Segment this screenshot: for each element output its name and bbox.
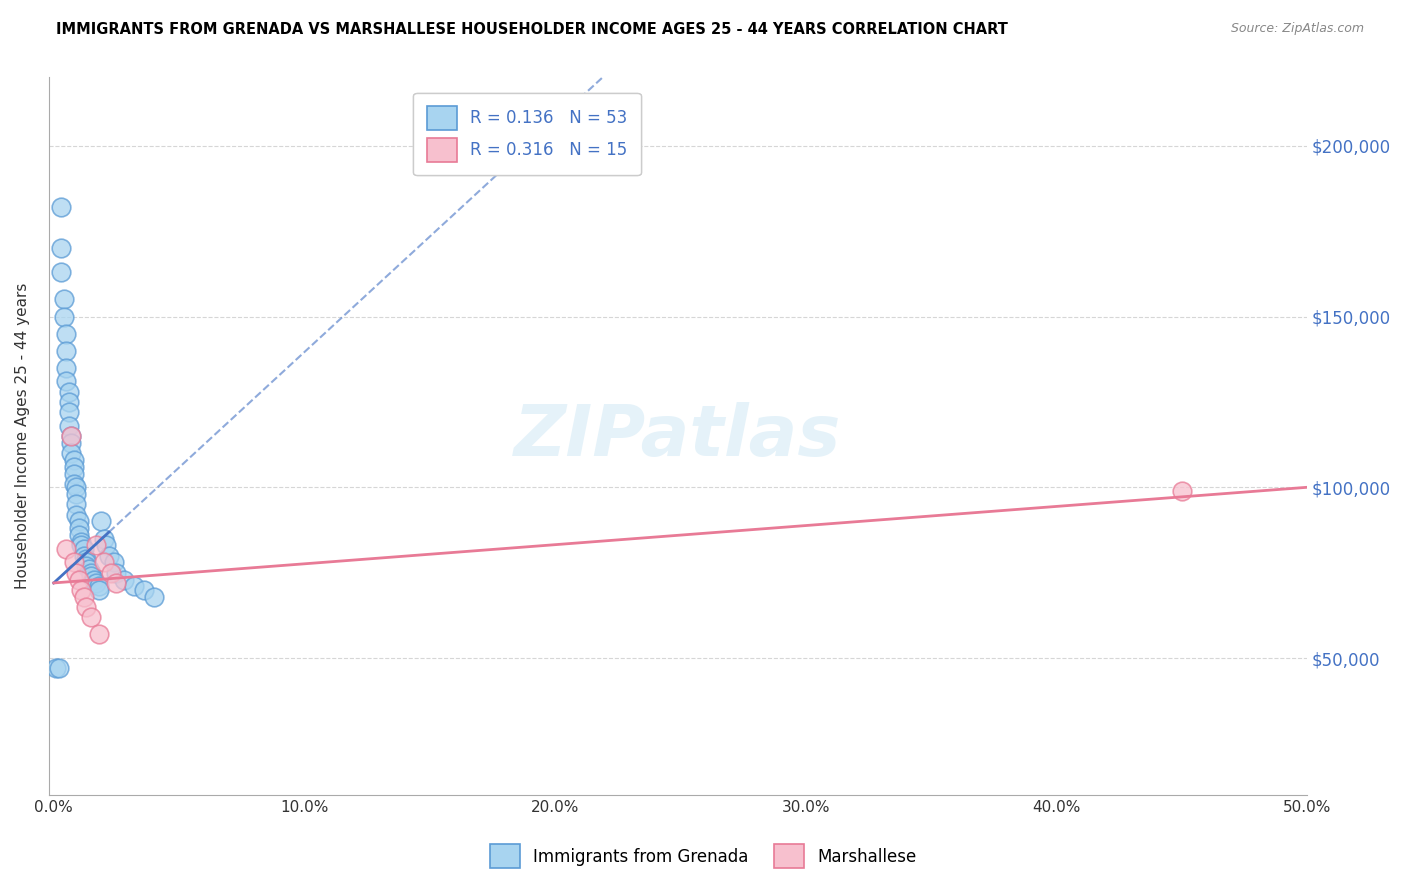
Point	[73, 549, 96, 563]
Point	[1170, 483, 1192, 498]
Point	[45, 661, 67, 675]
Point	[105, 576, 128, 591]
Point	[73, 590, 96, 604]
Point	[67, 515, 90, 529]
Point	[60, 436, 83, 450]
Point	[51, 241, 73, 255]
Point	[48, 661, 70, 675]
Point	[63, 556, 86, 570]
Point	[100, 566, 122, 580]
Point	[67, 573, 90, 587]
Point	[87, 582, 110, 597]
Point	[52, 293, 75, 307]
Point	[122, 579, 145, 593]
Point	[70, 538, 93, 552]
Point	[86, 538, 108, 552]
Point	[75, 599, 97, 614]
Point	[58, 384, 80, 399]
Point	[75, 556, 97, 570]
Point	[63, 453, 86, 467]
Point	[97, 549, 120, 563]
Point	[132, 582, 155, 597]
Point	[83, 573, 105, 587]
Point	[55, 360, 77, 375]
Point	[58, 405, 80, 419]
Point	[90, 515, 112, 529]
Text: IMMIGRANTS FROM GRENADA VS MARSHALLESE HOUSEHOLDER INCOME AGES 25 - 44 YEARS COR: IMMIGRANTS FROM GRENADA VS MARSHALLESE H…	[56, 22, 1008, 37]
Point	[67, 528, 90, 542]
Point	[80, 610, 103, 624]
Point	[75, 552, 97, 566]
Point	[77, 562, 100, 576]
Point	[87, 579, 110, 593]
Point	[65, 566, 87, 580]
Point	[63, 467, 86, 481]
Point	[70, 535, 93, 549]
Text: ZIPatlas: ZIPatlas	[515, 401, 842, 471]
Point	[65, 497, 87, 511]
Point	[58, 395, 80, 409]
Point	[60, 429, 83, 443]
Point	[143, 590, 166, 604]
Point	[86, 576, 108, 591]
Point	[51, 200, 73, 214]
Point	[73, 541, 96, 556]
Point	[87, 627, 110, 641]
Point	[70, 582, 93, 597]
Legend: R = 0.136   N = 53, R = 0.316   N = 15: R = 0.136 N = 53, R = 0.316 N = 15	[413, 93, 641, 175]
Point	[93, 556, 115, 570]
Point	[52, 310, 75, 324]
Point	[103, 556, 125, 570]
Point	[55, 326, 77, 341]
Legend: Immigrants from Grenada, Marshallese: Immigrants from Grenada, Marshallese	[484, 838, 922, 875]
Point	[63, 476, 86, 491]
Point	[60, 446, 83, 460]
Point	[55, 541, 77, 556]
Point	[65, 480, 87, 494]
Point	[63, 459, 86, 474]
Point	[96, 538, 118, 552]
Point	[67, 521, 90, 535]
Point	[105, 566, 128, 580]
Point	[80, 566, 103, 580]
Point	[65, 487, 87, 501]
Point	[112, 573, 135, 587]
Point	[60, 429, 83, 443]
Point	[51, 265, 73, 279]
Point	[55, 343, 77, 358]
Point	[55, 375, 77, 389]
Text: Source: ZipAtlas.com: Source: ZipAtlas.com	[1230, 22, 1364, 36]
Point	[80, 569, 103, 583]
Point	[65, 508, 87, 522]
Point	[93, 532, 115, 546]
Y-axis label: Householder Income Ages 25 - 44 years: Householder Income Ages 25 - 44 years	[15, 283, 30, 590]
Point	[75, 558, 97, 573]
Point	[58, 418, 80, 433]
